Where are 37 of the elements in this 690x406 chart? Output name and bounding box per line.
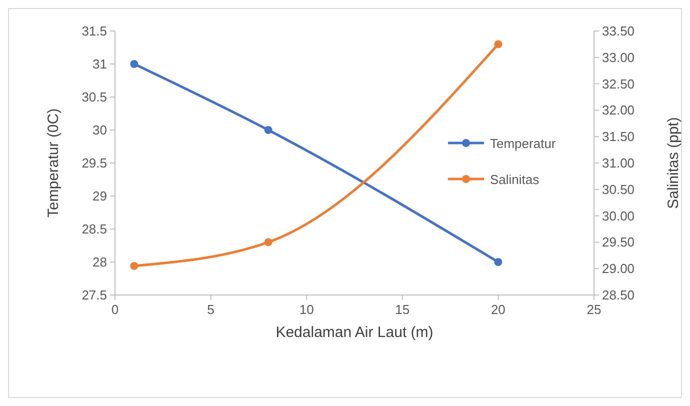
y2-tick-label: 30.00 <box>602 208 635 224</box>
y-axis-title: Temperatur (0C) <box>45 108 62 218</box>
x-tick-label: 10 <box>299 302 314 317</box>
x-tick-label: 5 <box>207 302 214 317</box>
point <box>494 40 502 48</box>
y2-tick-label: 32.00 <box>602 102 635 118</box>
y-tick-label: 27.5 <box>82 288 107 302</box>
y2-tick-label: 33.00 <box>602 50 635 65</box>
point <box>130 60 138 68</box>
y2-tick-label: 32.50 <box>602 76 635 92</box>
y-tick-label: 29 <box>92 188 107 204</box>
y-tick-label: 28.5 <box>82 222 107 236</box>
legend-label: Temperatur <box>490 136 556 151</box>
y2-tick-label: 29.00 <box>602 261 635 276</box>
y2-tick-label: 33.50 <box>602 24 635 38</box>
y-tick-label: 31 <box>92 56 107 72</box>
y-tick-label: 30.5 <box>82 90 107 104</box>
y2-tick-label: 31.50 <box>602 129 635 144</box>
y-tick-label: 29.5 <box>82 156 107 170</box>
x-tick-label: 0 <box>111 302 119 317</box>
y-tick-label: 30 <box>92 122 107 138</box>
x-axis-title: Kedalaman Air Laut (m) <box>276 324 434 341</box>
legend-label: Salinitas <box>490 172 540 187</box>
x-tick-label: 25 <box>586 302 602 317</box>
y2-tick-label: 28.50 <box>602 288 635 302</box>
point <box>264 238 272 246</box>
x-tick-label: 20 <box>490 302 506 317</box>
y-tick-label: 31.5 <box>82 24 107 38</box>
y2-tick-label: 31.00 <box>602 156 635 170</box>
y2-tick-label: 30.50 <box>602 182 635 197</box>
point <box>130 262 138 270</box>
y2-axis-title: Salinitas (ppt) <box>665 117 682 209</box>
y2-tick-label: 29.50 <box>602 234 635 250</box>
x-tick-label: 15 <box>395 302 410 317</box>
point <box>264 126 272 134</box>
y-tick-label: 28 <box>92 254 107 270</box>
point <box>494 258 502 266</box>
